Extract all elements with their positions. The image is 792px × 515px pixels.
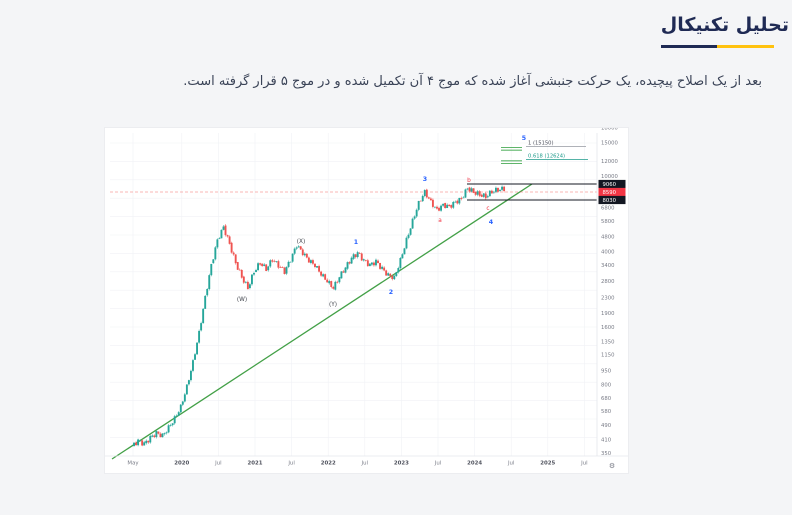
price-tag-support bbox=[598, 195, 626, 205]
axis-settings-gear-icon[interactable]: ⚙ bbox=[609, 462, 615, 470]
wave-label-1[interactable]: 1 bbox=[354, 239, 358, 246]
svg-text:580: 580 bbox=[601, 409, 612, 415]
svg-text:Jul: Jul bbox=[361, 461, 369, 467]
wave-label-2[interactable]: 2 bbox=[389, 289, 393, 296]
wave-label-a[interactable]: a bbox=[438, 218, 442, 224]
chart-grid bbox=[110, 133, 597, 456]
svg-text:4000: 4000 bbox=[601, 250, 615, 256]
svg-text:Jul: Jul bbox=[434, 461, 442, 467]
svg-text:12000: 12000 bbox=[601, 159, 618, 165]
svg-text:8590: 8590 bbox=[603, 190, 617, 196]
fib-label-0618[interactable]: 0.618 (12624) bbox=[528, 154, 565, 160]
title-underline bbox=[660, 44, 774, 48]
analysis-text: بعد از یک اصلاح پیچیده، یک حرکت جنبشی آغ… bbox=[183, 74, 762, 89]
chart-bg bbox=[105, 128, 628, 473]
svg-text:950: 950 bbox=[601, 368, 612, 374]
svg-text:5800: 5800 bbox=[601, 219, 615, 225]
price-tag-resistance bbox=[598, 179, 626, 189]
time-axis[interactable]: May 2020 Jul 2021 Jul 2022 Jul 2023 Jul 2024 Jul 20… bbox=[127, 461, 587, 467]
svg-text:2800: 2800 bbox=[601, 279, 615, 285]
svg-text:8030: 8030 bbox=[603, 198, 617, 204]
svg-text:May: May bbox=[127, 461, 139, 467]
svg-text:Jul: Jul bbox=[507, 461, 515, 467]
wave-label-3[interactable]: 3 bbox=[423, 176, 427, 183]
fib-label-1[interactable]: 1 (15150) bbox=[528, 141, 554, 147]
svg-text:15000: 15000 bbox=[601, 140, 618, 146]
fib-levels[interactable]: 1 (15150) 0.618 (12624) bbox=[501, 141, 588, 165]
underline-navy-segment bbox=[660, 44, 717, 48]
wave-label-w[interactable]: (W) bbox=[237, 297, 247, 303]
wave-label-4[interactable]: 4 bbox=[489, 219, 494, 226]
svg-text:2300: 2300 bbox=[601, 295, 615, 301]
svg-text:Jul: Jul bbox=[287, 461, 295, 467]
svg-text:1900: 1900 bbox=[601, 311, 615, 317]
wave-label-y[interactable]: (Y) bbox=[329, 302, 337, 308]
svg-text:6800: 6800 bbox=[601, 206, 615, 212]
page-title: تحلیل تکنیکال bbox=[660, 14, 789, 36]
svg-text:4800: 4800 bbox=[601, 234, 615, 240]
price-axis[interactable]: 18000 15000 12000 10000 6800 5800 4800 4000 3400… bbox=[601, 128, 618, 457]
svg-text:1600: 1600 bbox=[601, 325, 615, 331]
svg-text:10000: 10000 bbox=[601, 174, 618, 180]
svg-text:800: 800 bbox=[601, 382, 612, 388]
svg-text:680: 680 bbox=[601, 396, 612, 402]
svg-text:2023: 2023 bbox=[394, 461, 409, 467]
svg-text:18000: 18000 bbox=[601, 128, 618, 131]
svg-text:1350: 1350 bbox=[601, 339, 615, 345]
candles bbox=[133, 185, 506, 447]
svg-text:350: 350 bbox=[601, 451, 612, 457]
svg-text:1150: 1150 bbox=[601, 353, 615, 359]
trendline[interactable] bbox=[111, 183, 533, 460]
svg-text:2021: 2021 bbox=[247, 461, 262, 467]
svg-text:2020: 2020 bbox=[174, 461, 189, 467]
svg-text:2022: 2022 bbox=[321, 461, 336, 467]
svg-text:3400: 3400 bbox=[601, 263, 615, 269]
wave-label-x[interactable]: (X) bbox=[297, 239, 306, 245]
svg-text:2024: 2024 bbox=[467, 461, 482, 467]
svg-text:Jul: Jul bbox=[214, 461, 222, 467]
svg-text:2025: 2025 bbox=[540, 461, 555, 467]
svg-text:410: 410 bbox=[601, 438, 612, 444]
svg-text:490: 490 bbox=[601, 423, 612, 429]
svg-text:Jul: Jul bbox=[580, 461, 588, 467]
underline-yellow-segment bbox=[716, 44, 774, 48]
svg-text:9060: 9060 bbox=[603, 182, 617, 188]
technical-chart[interactable]: 1800015000120001000068005800480040003400… bbox=[105, 128, 628, 473]
wave-label-c[interactable]: c bbox=[486, 206, 489, 212]
wave-label-b[interactable]: b bbox=[467, 178, 471, 184]
page-header: تحلیل تکنیکال bbox=[660, 12, 792, 48]
price-tag-current bbox=[598, 187, 626, 197]
wave-label-5[interactable]: 5 bbox=[522, 135, 526, 142]
chart-card: 18000 15000 12000 10000 6800 5800 4800 4000 3400… bbox=[105, 128, 628, 473]
